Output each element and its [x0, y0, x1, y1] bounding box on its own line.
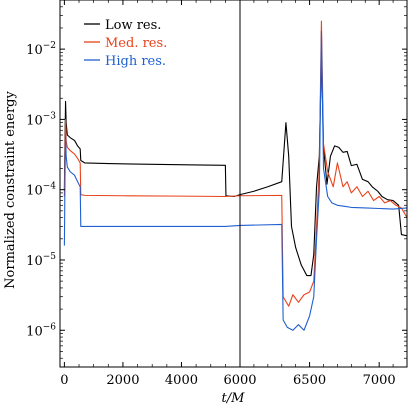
x-axis-ticks: 0 2000 4000 6000 6500 7000	[60, 0, 408, 388]
legend-label: Low res.	[105, 18, 161, 33]
x-tick-label: 4000	[165, 373, 198, 388]
x-tick-label: 6000	[223, 373, 256, 388]
x-tick-label: 2000	[106, 373, 139, 388]
y-tick-label: 10−4	[26, 182, 56, 199]
x-tick-label: 0	[60, 373, 68, 388]
series-line-med-res	[63, 20, 407, 307]
y-axis-label: Normalized constraint energy	[3, 91, 18, 289]
legend-label: Med. res.	[105, 36, 167, 51]
plot-frame	[59, 0, 408, 368]
legend-label: High res.	[105, 54, 166, 69]
x-tick-label: 6500	[293, 373, 326, 388]
y-tick-label: 10−2	[26, 41, 56, 58]
y-tick-label: 10−5	[26, 252, 56, 269]
y-tick-label: 10−6	[26, 322, 56, 339]
y-tick-label: 10−3	[26, 111, 56, 128]
series-group	[63, 20, 407, 331]
series-line-low-res	[63, 51, 407, 277]
series-line-high-res	[63, 30, 407, 331]
x-axis-label: t/M	[222, 391, 246, 406]
x-tick-label: 7000	[363, 373, 396, 388]
y-axis-ticks: 10−6 10−5 10−4 10−3 10−2	[26, 0, 407, 368]
legend: Low res. Med. res. High res.	[84, 18, 167, 69]
